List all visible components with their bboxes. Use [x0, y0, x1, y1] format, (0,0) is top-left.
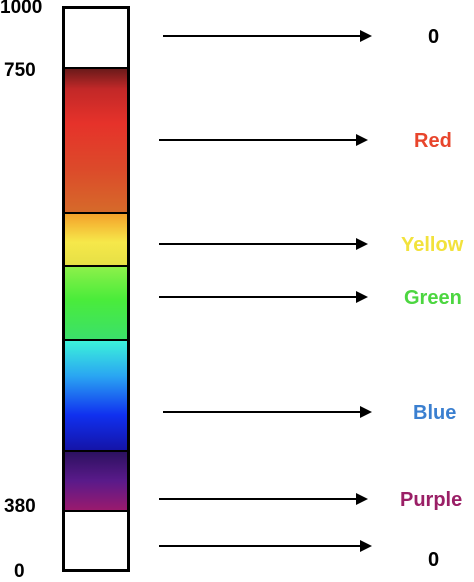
band-blue [65, 341, 127, 452]
arrow-head [356, 291, 368, 303]
arrow-purple [159, 493, 368, 505]
band-green [65, 267, 127, 341]
arrow-top [163, 30, 372, 42]
label-zero-bottom: 0 [428, 549, 440, 571]
arrow-green [159, 291, 368, 303]
band-red [65, 67, 127, 214]
arrow-head [356, 238, 368, 250]
arrow-head [360, 540, 372, 552]
arrow-head [356, 493, 368, 505]
arrow-head [356, 134, 368, 146]
arrow-red [159, 134, 368, 146]
spectrum-bar [62, 6, 130, 572]
band-purple [65, 452, 127, 512]
tick-label-750: 750 [4, 60, 36, 81]
band-yellow [65, 214, 127, 267]
tick-label-380: 380 [4, 496, 36, 517]
tick-label-0: 0 [14, 561, 25, 582]
label-green: Green [404, 287, 462, 309]
label-yellow: Yellow [401, 234, 464, 256]
arrow-head [360, 30, 372, 42]
arrow-head [360, 406, 372, 418]
arrow-yellow [159, 238, 368, 250]
arrow-bottom [159, 540, 372, 552]
label-red: Red [414, 130, 452, 152]
label-blue: Blue [413, 402, 457, 424]
band-above-visible [65, 9, 127, 67]
label-zero-top: 0 [428, 26, 440, 48]
label-purple: Purple [400, 489, 463, 511]
band-below-visible [65, 512, 127, 569]
arrow-blue [163, 406, 372, 418]
tick-label-1000: 1000 [0, 0, 43, 18]
